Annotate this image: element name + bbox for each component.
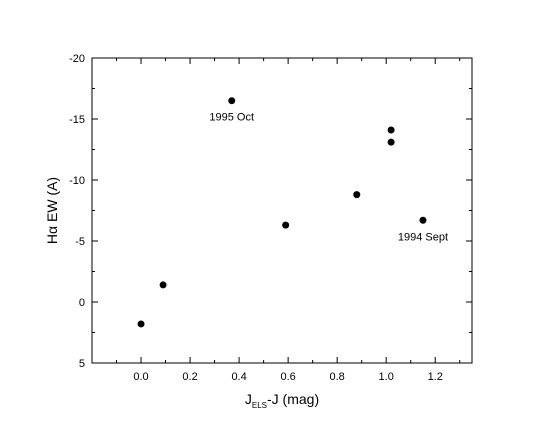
x-tick-label: 0.8 (330, 371, 345, 383)
y-axis-title: Hα EW (A) (44, 177, 60, 244)
y-tick-label: -20 (69, 53, 85, 65)
data-point (387, 138, 395, 146)
y-tick-label: -5 (75, 236, 85, 248)
x-tick-label: 1.2 (428, 371, 443, 383)
x-tick-label: 0.6 (280, 371, 295, 383)
y-tick-label: -15 (69, 114, 85, 126)
data-point (387, 126, 395, 134)
data-points (137, 97, 427, 328)
data-point (419, 216, 427, 224)
data-point (159, 281, 167, 289)
x-tick-label: 0.0 (133, 371, 148, 383)
x-tick-label: 1.0 (379, 371, 394, 383)
x-axis-ticks: 0.0 0.2 0.4 0.6 0.8 1.0 1.2 (116, 58, 461, 383)
point-annotation: 1995 Oct (209, 112, 254, 124)
plot-frame (91, 57, 473, 364)
x-tick-label: 0.4 (231, 371, 246, 383)
point-annotation: 1994 Sept (398, 231, 448, 243)
x-axis-title: JELS-J (mag) (245, 391, 319, 410)
x-axis-title-rest: -J (mag) (267, 391, 319, 407)
data-point (228, 97, 236, 105)
y-tick-label: 5 (79, 358, 85, 370)
x-axis-title-subscript: ELS (252, 401, 267, 410)
x-tick-label: 0.2 (182, 371, 197, 383)
y-tick-label: 0 (79, 297, 85, 309)
x-axis-title-main: J (245, 391, 252, 407)
y-tick-label: -10 (69, 175, 85, 187)
data-point (353, 191, 361, 199)
data-point (137, 320, 145, 328)
y-axis-ticks: -20 -15 -10 -5 0 5 (69, 53, 472, 370)
data-point (282, 221, 290, 229)
annotations: 1995 Oct 1994 Sept (209, 112, 448, 244)
